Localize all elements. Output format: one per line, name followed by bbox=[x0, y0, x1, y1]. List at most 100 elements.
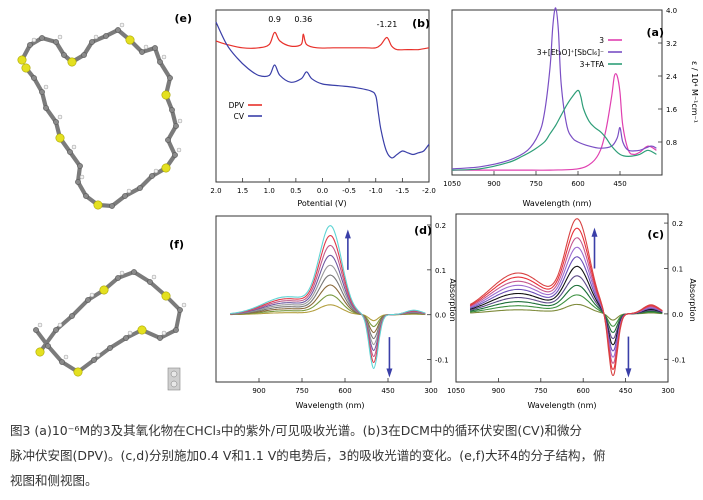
x-tick-label-b: -2.0 bbox=[422, 187, 436, 195]
carbon-atom bbox=[173, 327, 179, 333]
panel-f-molecule-side-view: (f) bbox=[4, 238, 202, 400]
hydrogen-atom bbox=[57, 114, 63, 120]
sulfur-atom bbox=[161, 291, 171, 301]
plot-frame-a bbox=[451, 9, 663, 176]
x-axis-label-d: Wavelength (nm) bbox=[295, 401, 364, 410]
caption-line-3: 视图和侧视图。 bbox=[10, 473, 98, 488]
annotation-b-2: -1.21 bbox=[377, 20, 398, 29]
carbon-atom bbox=[33, 327, 39, 333]
series-a-0-line bbox=[452, 73, 657, 171]
x-tick-label-c: 600 bbox=[577, 387, 590, 395]
carbon-atom bbox=[173, 123, 179, 129]
carbon-atom bbox=[123, 335, 129, 341]
series-a-2-line bbox=[451, 89, 657, 171]
sulfur-atom bbox=[17, 55, 27, 65]
carbon-atom bbox=[109, 203, 115, 209]
legend-a-label-0: 3 bbox=[599, 36, 604, 45]
sulfur-atom bbox=[125, 35, 135, 45]
c-trace-4 bbox=[469, 265, 663, 346]
hydrogen-atom bbox=[119, 22, 125, 28]
x-tick-label-c: 1050 bbox=[447, 387, 465, 395]
sulfur-atom bbox=[21, 63, 31, 73]
carbon-atom bbox=[122, 193, 128, 199]
annotation-b-1: 0.36 bbox=[294, 15, 312, 24]
carbon-atom bbox=[85, 297, 91, 303]
carbon-atom bbox=[157, 59, 163, 65]
plot-frame-c bbox=[455, 213, 669, 383]
y-tick-label-a: 1.6 bbox=[666, 106, 678, 114]
c-trace-6 bbox=[469, 246, 663, 358]
carbon-atom bbox=[43, 105, 49, 111]
y-tick-label-a: 3.2 bbox=[666, 40, 677, 48]
sulfur-atom bbox=[67, 57, 77, 67]
axis-ticks-d: 900 750 600 450 300 -0.1 0.0 0.1 0.2 bbox=[252, 222, 448, 395]
y-tick-label-c: -0.1 bbox=[672, 356, 686, 364]
x-axis-label-c: Wavelength (nm) bbox=[527, 401, 596, 410]
series-a bbox=[451, 7, 657, 171]
hydrogen-atom bbox=[57, 34, 63, 40]
x-tick-label-b: 1.0 bbox=[264, 187, 275, 195]
hydrogen-atom bbox=[89, 292, 95, 298]
series-a-1-line bbox=[451, 7, 657, 170]
hydrogen-atom bbox=[57, 322, 63, 328]
axis-ticks-c: 1050 900 750 600 450 300 -0.1 0.0 0.1 0.2 bbox=[447, 220, 686, 395]
carbon-atom bbox=[103, 33, 109, 39]
x-tick-label-b: 2.0 bbox=[210, 187, 221, 195]
y-tick-label-d: 0.0 bbox=[435, 312, 446, 320]
carbon-atom bbox=[59, 359, 65, 365]
x-tick-label-d: 900 bbox=[252, 387, 265, 395]
carbon-atom bbox=[39, 89, 45, 95]
y-tick-label-c: 0.2 bbox=[672, 220, 683, 228]
hydrogen-atom bbox=[181, 302, 187, 308]
carbon-atom bbox=[53, 327, 59, 333]
hydrogen-atom bbox=[143, 44, 149, 50]
x-tick-label-a: 450 bbox=[613, 180, 626, 188]
hydrogen-atom bbox=[126, 188, 132, 194]
y-tick-label-a: 4.0 bbox=[666, 7, 677, 15]
sulfur-atom bbox=[161, 163, 171, 173]
d-arrow-up-head bbox=[344, 229, 351, 239]
plot-frame-d bbox=[215, 215, 432, 383]
panel-a-uv-vis: (a) 1050 900 750 600 450 0.8 1.6 2.4 3.2 4.0 Wave… bbox=[443, 7, 699, 208]
sulfur-atom bbox=[35, 347, 45, 357]
y-axis-label-c: Absorption bbox=[688, 278, 697, 321]
x-tick-label-d: 450 bbox=[381, 387, 394, 395]
molecule-e-atoms bbox=[17, 22, 183, 210]
hydrogen-atom bbox=[153, 168, 159, 174]
carbon-atom bbox=[139, 49, 145, 55]
carbon-atom bbox=[61, 52, 67, 58]
carbon-atom bbox=[169, 107, 175, 113]
carbon-atom bbox=[147, 279, 153, 285]
c-trace-2 bbox=[469, 284, 663, 333]
carbon-atom bbox=[83, 193, 89, 199]
hydrogen-atom bbox=[95, 352, 101, 358]
hydrogen-atom bbox=[176, 147, 182, 153]
hydrogen-atom bbox=[79, 174, 85, 180]
panel-label-e: (e) bbox=[174, 12, 192, 25]
panel-label-c: (c) bbox=[647, 228, 664, 241]
legend-b-label-1: CV bbox=[234, 112, 245, 121]
x-tick-label-b: -1.5 bbox=[396, 187, 410, 195]
x-tick-label-c: 300 bbox=[661, 387, 674, 395]
series-b-1-line bbox=[215, 21, 430, 159]
x-tick-label-b: 1.5 bbox=[237, 187, 248, 195]
caption-line-1: 图3 (a)10⁻⁶M的3及其氧化物在CHCl₃中的紫外/可见吸收光谱。(b)3… bbox=[10, 423, 582, 438]
annotations-b: 0.9 0.36 -1.21 bbox=[268, 15, 397, 29]
sulfur-atom bbox=[137, 325, 147, 335]
c-arrow-up-head bbox=[591, 227, 598, 237]
plot-frame-b bbox=[215, 9, 430, 183]
d-trace-7 bbox=[230, 235, 426, 364]
y-tick-label-c: 0.1 bbox=[672, 265, 683, 273]
y-tick-label-d: 0.1 bbox=[435, 267, 446, 275]
series-c bbox=[469, 218, 663, 378]
y-axis-label-d: Absorption bbox=[448, 278, 457, 321]
x-tick-label-a: 600 bbox=[571, 180, 584, 188]
x-tick-label-b: 0.5 bbox=[290, 187, 301, 195]
panel-b-cv-dpv: (b) 2.0 1.5 1.0 0.5 0.0 -0.5 -1.0 -1.5 -2.0 Pote… bbox=[210, 9, 436, 208]
carbon-atom bbox=[137, 185, 143, 191]
legend-b: DPV CV bbox=[229, 101, 262, 121]
carbon-atom bbox=[115, 27, 121, 33]
x-axis-label-b: Potential (V) bbox=[297, 199, 346, 208]
sulfur-atom bbox=[73, 367, 83, 377]
carbon-atom bbox=[53, 119, 59, 125]
